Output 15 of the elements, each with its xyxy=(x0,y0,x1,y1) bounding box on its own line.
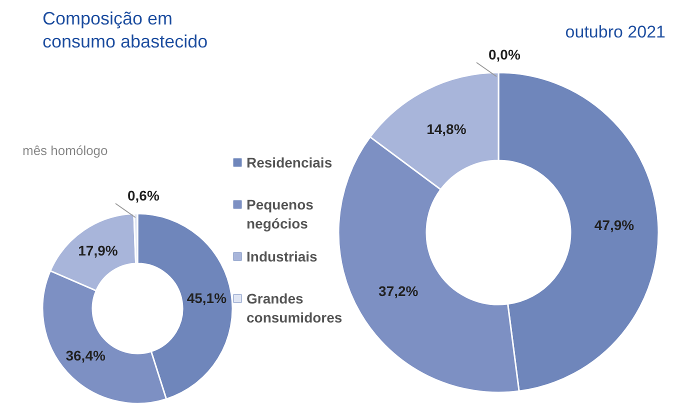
data-label: 17,9% xyxy=(78,242,118,259)
data-label: 0,6% xyxy=(128,188,160,204)
data-label: 36,4% xyxy=(66,347,106,364)
legend-label: Grandes consumidores xyxy=(246,290,342,326)
legend-label: Residenciais xyxy=(246,154,332,170)
chart-title: Composição em consumo abastecido xyxy=(42,8,208,52)
data-label: 47,9% xyxy=(594,217,635,234)
legend-label: Industriais xyxy=(246,248,318,264)
data-label: 37,2% xyxy=(378,283,419,300)
legend-label: Pequenos negócios xyxy=(246,196,314,232)
chart-title: outubro 2021 xyxy=(565,22,666,42)
chart-subtitle: mês homólogo xyxy=(22,143,108,158)
text: 0,0% xyxy=(488,46,520,62)
data-label: 45,1% xyxy=(186,290,228,306)
data-label: 14,8% xyxy=(426,120,467,137)
